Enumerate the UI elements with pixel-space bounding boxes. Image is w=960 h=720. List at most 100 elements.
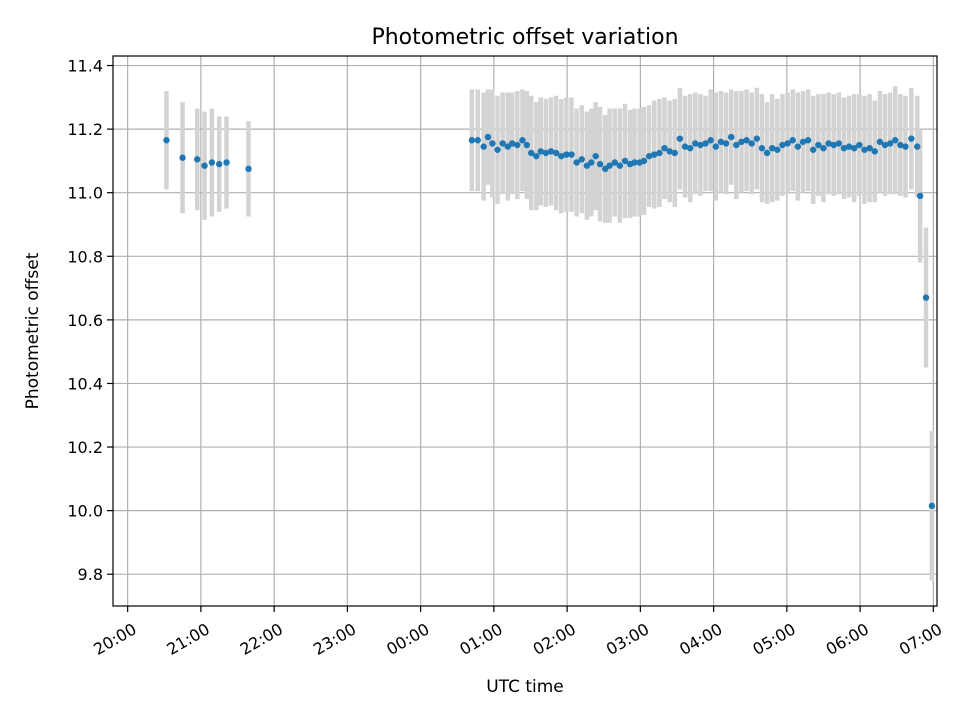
data-point	[717, 138, 725, 146]
data-point	[558, 152, 565, 160]
data-point	[804, 137, 812, 144]
x-tick-label: 23:00	[310, 619, 359, 659]
data-point	[763, 149, 771, 157]
data-point	[499, 140, 506, 147]
data-point	[779, 141, 786, 149]
x-tick-label: 07:00	[896, 619, 945, 659]
data-point	[661, 144, 668, 152]
data-point	[504, 143, 511, 150]
y-tick-label: 10.4	[67, 374, 103, 393]
data-point	[835, 140, 843, 147]
data-point	[533, 152, 540, 160]
data-point	[474, 137, 481, 144]
data-point	[537, 148, 544, 155]
x-tick-label: 01:00	[456, 619, 505, 659]
data-point	[866, 144, 873, 152]
data-point	[552, 149, 560, 157]
data-point	[861, 146, 868, 153]
data-point	[753, 135, 761, 142]
data-point	[528, 149, 535, 157]
data-point	[692, 140, 699, 147]
y-tick-label: 10.0	[67, 502, 103, 521]
data-point	[789, 137, 796, 144]
x-axis-label: UTC time	[486, 677, 564, 697]
x-tick-label: 20:00	[90, 619, 139, 659]
y-tick-label: 9.8	[78, 565, 103, 584]
x-tick-label: 04:00	[676, 619, 725, 659]
data-point	[892, 137, 899, 144]
data-point	[707, 137, 714, 144]
plot-frame	[112, 55, 938, 607]
data-point	[733, 141, 740, 149]
data-point	[651, 151, 658, 158]
x-tick-label: 06:00	[823, 619, 872, 659]
x-tick-label: 21:00	[163, 619, 212, 659]
data-point	[201, 162, 208, 169]
data-point	[656, 149, 663, 157]
data-point	[922, 294, 930, 301]
data-point	[916, 192, 924, 200]
data-point	[840, 144, 848, 152]
data-point	[484, 133, 492, 141]
data-point	[845, 143, 853, 150]
data-point	[666, 148, 673, 155]
data-point	[702, 140, 709, 147]
y-tick-label: 11.4	[67, 57, 103, 76]
data-point	[784, 140, 791, 147]
data-point	[743, 137, 750, 144]
data-point	[851, 144, 858, 152]
data-point	[514, 141, 521, 149]
data-point	[216, 160, 223, 168]
y-axis-label: Photometric offset	[23, 252, 43, 409]
data-point	[468, 137, 476, 144]
data-point	[616, 162, 624, 169]
data-point	[676, 135, 684, 142]
x-tick-label: 03:00	[603, 619, 652, 659]
data-point	[489, 140, 496, 147]
point-layer	[163, 133, 936, 510]
data-point	[856, 141, 863, 149]
data-point	[914, 143, 921, 150]
data-point	[902, 143, 909, 150]
x-tick-label: 22:00	[237, 619, 286, 659]
data-point	[727, 133, 735, 141]
data-point	[774, 146, 781, 153]
data-point	[611, 159, 618, 166]
data-point	[573, 159, 580, 166]
data-point	[825, 140, 832, 147]
data-point	[631, 159, 638, 166]
data-point	[820, 144, 827, 152]
errorbar-layer	[164, 86, 935, 581]
y-tick-label: 11.0	[67, 184, 103, 203]
data-point	[194, 156, 201, 163]
data-point	[810, 146, 817, 153]
data-point	[563, 151, 570, 158]
data-point	[738, 138, 745, 146]
data-point	[508, 140, 516, 147]
data-point	[748, 140, 755, 147]
data-point	[830, 141, 837, 149]
data-point	[578, 156, 585, 163]
data-point	[163, 137, 170, 144]
data-point	[697, 141, 704, 149]
x-tick-label: 05:00	[749, 619, 798, 659]
data-point	[606, 162, 613, 169]
chart-title: Photometric offset variation	[371, 25, 678, 50]
data-point	[886, 140, 894, 147]
data-point	[583, 162, 591, 169]
data-point	[876, 138, 884, 146]
data-point	[712, 143, 720, 150]
y-tick-label: 10.8	[67, 247, 103, 266]
data-point	[588, 159, 595, 166]
data-point	[758, 144, 766, 152]
y-tick-label: 11.2	[67, 120, 103, 139]
data-point	[542, 149, 550, 157]
data-point	[602, 165, 609, 173]
data-point	[621, 157, 629, 165]
x-tick-label: 02:00	[530, 619, 579, 659]
data-point	[871, 148, 878, 155]
x-tick-label: 00:00	[383, 619, 432, 659]
data-point	[245, 165, 252, 173]
data-point	[645, 152, 653, 160]
